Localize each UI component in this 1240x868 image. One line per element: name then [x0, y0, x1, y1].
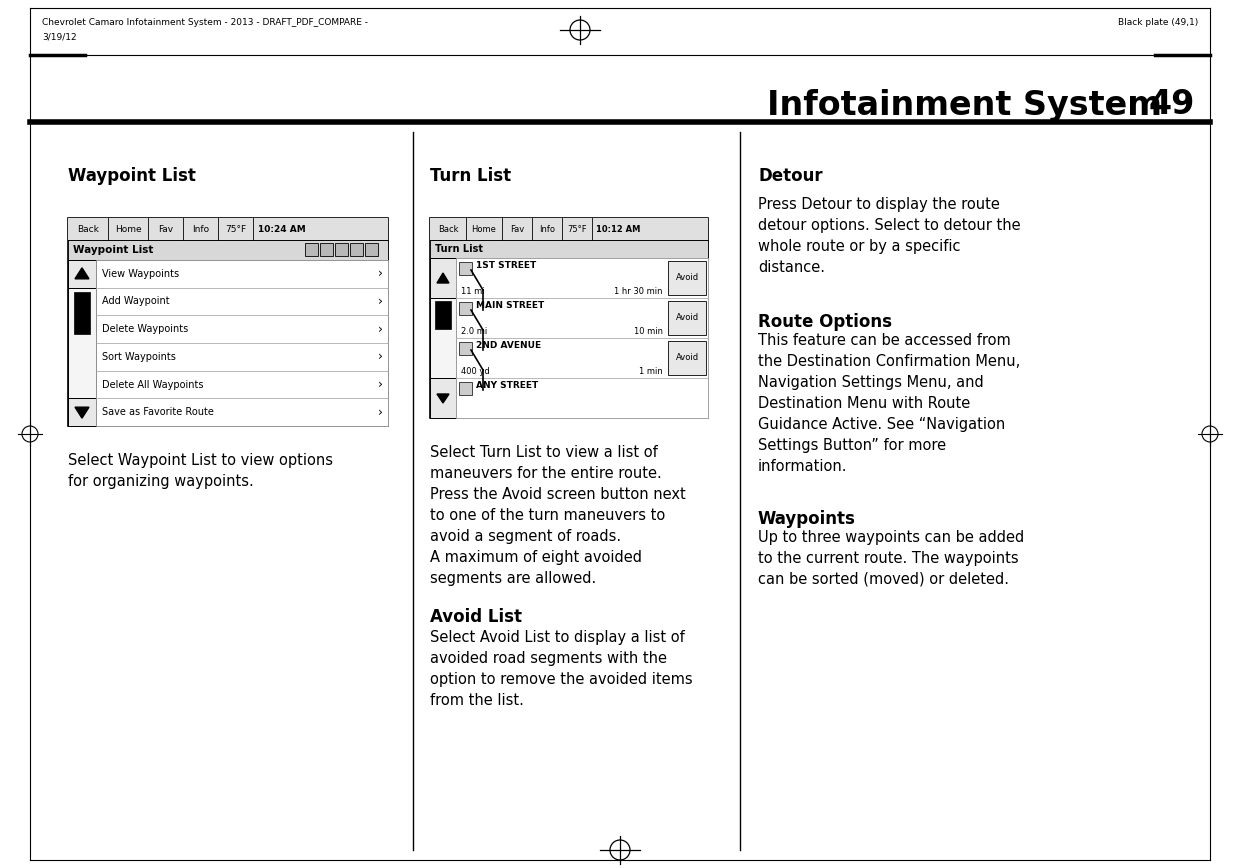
Text: Home: Home [114, 225, 141, 233]
Text: Avoid: Avoid [676, 353, 698, 363]
Bar [430, 240, 708, 258]
Text: Detour: Detour [758, 167, 822, 185]
Text: Sort Waypoints: Sort Waypoints [102, 352, 176, 362]
Bar [435, 301, 451, 329]
Bar [459, 262, 472, 275]
Text: Home: Home [471, 225, 496, 233]
Bar [95, 371, 388, 398]
Bar [459, 342, 472, 355]
Text: Fav: Fav [510, 225, 525, 233]
Bar [668, 261, 706, 295]
Text: Save as Favorite Route: Save as Favorite Route [102, 407, 213, 418]
Text: Waypoint List: Waypoint List [68, 167, 196, 185]
Bar [456, 338, 708, 378]
Text: Fav: Fav [157, 225, 174, 233]
Text: 2ND AVENUE: 2ND AVENUE [476, 341, 541, 351]
Text: ANY STREET: ANY STREET [476, 382, 538, 391]
Text: ›: › [378, 295, 383, 308]
Bar [95, 315, 388, 343]
Bar [668, 301, 706, 335]
Bar [335, 243, 348, 256]
Text: Press Detour to display the route
detour options. Select to detour the
whole rou: Press Detour to display the route detour… [758, 197, 1021, 275]
Text: 10 min: 10 min [634, 326, 663, 336]
Bar [68, 287, 95, 398]
Text: Infotainment System: Infotainment System [768, 89, 1162, 122]
Bar [74, 292, 91, 333]
Bar [95, 398, 388, 426]
Polygon shape [74, 268, 89, 279]
Text: Up to three waypoints can be added
to the current route. The waypoints
can be so: Up to three waypoints can be added to th… [758, 530, 1024, 587]
Text: ›: › [378, 351, 383, 364]
Text: 11 mi: 11 mi [461, 286, 485, 295]
Text: 49: 49 [1148, 89, 1195, 122]
Bar [430, 218, 708, 418]
Bar [456, 378, 708, 418]
Bar [459, 382, 472, 395]
Text: Avoid List: Avoid List [430, 608, 522, 626]
Text: Avoid: Avoid [676, 313, 698, 323]
Bar [320, 243, 334, 256]
Text: Add Waypoint: Add Waypoint [102, 297, 170, 306]
Polygon shape [436, 394, 449, 403]
Polygon shape [436, 273, 449, 283]
Text: Select Waypoint List to view options
for organizing waypoints.: Select Waypoint List to view options for… [68, 453, 334, 489]
Bar [95, 287, 388, 315]
Bar [68, 398, 95, 426]
Text: Info: Info [539, 225, 556, 233]
Text: 2.0 mi: 2.0 mi [461, 326, 487, 336]
Text: Turn List: Turn List [435, 244, 484, 254]
Bar [430, 378, 456, 418]
Text: 75°F: 75°F [567, 225, 587, 233]
Text: 1 hr 30 min: 1 hr 30 min [615, 286, 663, 295]
Text: Waypoints: Waypoints [758, 510, 856, 528]
Text: ›: › [378, 267, 383, 280]
Text: Delete Waypoints: Delete Waypoints [102, 324, 188, 334]
Text: Delete All Waypoints: Delete All Waypoints [102, 379, 203, 390]
Text: View Waypoints: View Waypoints [102, 269, 179, 279]
Text: Turn List: Turn List [430, 167, 511, 185]
Bar [95, 343, 388, 371]
Bar [456, 258, 708, 298]
Bar [668, 341, 706, 375]
Text: 3/19/12: 3/19/12 [42, 32, 77, 41]
Text: Select Avoid List to display a list of
avoided road segments with the
option to : Select Avoid List to display a list of a… [430, 630, 693, 708]
Text: MAIN STREET: MAIN STREET [476, 301, 544, 311]
Text: Waypoint List: Waypoint List [73, 245, 154, 255]
Text: 400 yd: 400 yd [461, 366, 490, 376]
Bar [456, 298, 708, 338]
Bar [305, 243, 317, 256]
Text: Info: Info [192, 225, 210, 233]
Text: 1 min: 1 min [640, 366, 663, 376]
Bar [365, 243, 378, 256]
Bar [350, 243, 363, 256]
Text: Route Options: Route Options [758, 313, 892, 331]
Bar [68, 260, 95, 287]
Text: 10:12 AM: 10:12 AM [596, 225, 641, 233]
Bar [95, 260, 388, 287]
Text: Chevrolet Camaro Infotainment System - 2013 - DRAFT_PDF_COMPARE -: Chevrolet Camaro Infotainment System - 2… [42, 18, 368, 27]
Polygon shape [74, 407, 89, 418]
Bar [68, 218, 388, 240]
Bar [430, 218, 708, 240]
Text: Black plate (49,1): Black plate (49,1) [1117, 18, 1198, 27]
Text: Back: Back [77, 225, 99, 233]
Text: ›: › [378, 405, 383, 418]
Text: 75°F: 75°F [224, 225, 246, 233]
Bar [430, 258, 456, 298]
Bar [68, 218, 388, 426]
Text: This feature can be accessed from
the Destination Confirmation Menu,
Navigation : This feature can be accessed from the De… [758, 333, 1021, 474]
Text: ›: › [378, 378, 383, 391]
Text: Avoid: Avoid [676, 273, 698, 282]
Bar [68, 240, 388, 260]
Bar [430, 298, 456, 378]
Text: 10:24 AM: 10:24 AM [258, 225, 306, 233]
Text: 1ST STREET: 1ST STREET [476, 261, 536, 271]
Text: ›: › [378, 323, 383, 336]
Text: Select Turn List to view a list of
maneuvers for the entire route.
Press the Avo: Select Turn List to view a list of maneu… [430, 445, 686, 586]
Text: Back: Back [438, 225, 459, 233]
Bar [459, 302, 472, 315]
